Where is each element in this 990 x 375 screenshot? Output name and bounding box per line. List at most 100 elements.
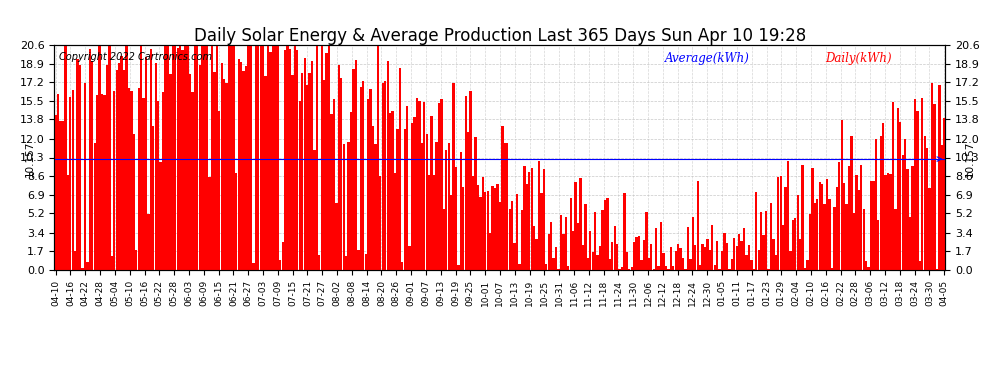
Bar	[113, 92, 116, 270]
Bar	[809, 214, 811, 270]
Bar	[138, 88, 140, 270]
Bar	[842, 183, 845, 270]
Bar	[934, 104, 936, 270]
Bar	[699, 265, 701, 270]
Bar	[294, 45, 296, 270]
Bar	[757, 249, 760, 270]
Bar	[674, 251, 677, 270]
Bar	[414, 117, 416, 270]
Bar	[328, 45, 331, 270]
Bar	[747, 244, 750, 270]
Bar	[323, 80, 326, 270]
Bar	[152, 126, 154, 270]
Bar	[734, 238, 736, 270]
Bar	[912, 166, 914, 270]
Bar	[459, 152, 462, 270]
Bar	[436, 142, 438, 270]
Bar	[892, 102, 894, 270]
Bar	[181, 50, 184, 270]
Bar	[226, 82, 228, 270]
Bar	[352, 69, 354, 270]
Bar	[98, 45, 101, 270]
Bar	[609, 259, 611, 270]
Bar	[377, 46, 379, 270]
Bar	[538, 161, 541, 270]
Bar	[421, 143, 423, 270]
Bar	[777, 177, 779, 270]
Bar	[301, 73, 303, 270]
Bar	[128, 88, 130, 270]
Bar	[606, 198, 609, 270]
Bar	[69, 97, 71, 270]
Bar	[479, 197, 481, 270]
Bar	[867, 267, 869, 270]
Bar	[126, 45, 128, 270]
Bar	[877, 220, 879, 270]
Bar	[345, 256, 347, 270]
Bar	[784, 188, 787, 270]
Bar	[164, 45, 166, 270]
Bar	[936, 269, 939, 270]
Bar	[870, 181, 872, 270]
Bar	[133, 134, 135, 270]
Bar	[452, 83, 454, 270]
Bar	[54, 115, 56, 270]
Bar	[811, 168, 814, 270]
Bar	[514, 243, 516, 270]
Bar	[526, 184, 528, 270]
Bar	[619, 269, 621, 270]
Bar	[845, 204, 847, 270]
Bar	[186, 45, 189, 270]
Bar	[629, 269, 631, 270]
Bar	[614, 226, 616, 270]
Bar	[601, 210, 604, 270]
Bar	[924, 136, 926, 270]
Bar	[313, 150, 316, 270]
Bar	[633, 242, 636, 270]
Bar	[857, 190, 860, 270]
Bar	[272, 45, 274, 270]
Bar	[940, 145, 942, 270]
Bar	[240, 62, 243, 270]
Bar	[604, 200, 606, 270]
Bar	[289, 49, 291, 270]
Bar	[203, 46, 206, 270]
Text: Daily(kWh): Daily(kWh)	[825, 52, 892, 65]
Bar	[218, 111, 221, 270]
Bar	[899, 122, 902, 270]
Bar	[582, 246, 584, 270]
Bar	[91, 61, 93, 270]
Bar	[745, 255, 747, 270]
Bar	[807, 260, 809, 270]
Bar	[162, 92, 164, 270]
Bar	[148, 214, 149, 270]
Bar	[774, 255, 777, 270]
Bar	[687, 227, 689, 270]
Bar	[243, 71, 245, 270]
Bar	[907, 169, 909, 270]
Bar	[406, 106, 408, 270]
Bar	[428, 175, 431, 270]
Bar	[624, 193, 626, 270]
Bar	[533, 226, 536, 270]
Bar	[416, 98, 418, 270]
Bar	[511, 201, 513, 270]
Bar	[140, 46, 143, 270]
Bar	[794, 217, 797, 270]
Bar	[386, 61, 389, 270]
Bar	[714, 266, 716, 270]
Bar	[909, 217, 911, 270]
Bar	[647, 258, 650, 270]
Bar	[176, 48, 179, 270]
Bar	[279, 260, 281, 270]
Bar	[496, 184, 499, 270]
Bar	[611, 242, 614, 270]
Bar	[559, 215, 562, 270]
Bar	[594, 212, 596, 270]
Bar	[636, 237, 638, 270]
Bar	[752, 269, 755, 270]
Bar	[418, 101, 421, 270]
Bar	[782, 225, 784, 270]
Bar	[111, 256, 113, 270]
Bar	[550, 222, 552, 270]
